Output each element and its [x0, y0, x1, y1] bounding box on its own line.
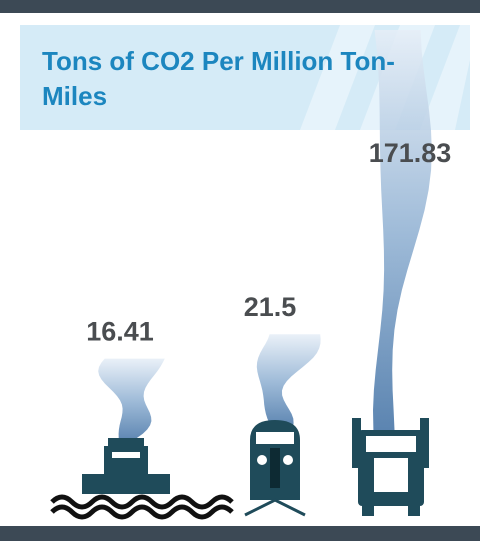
truck-icon — [352, 418, 429, 516]
smoke-plume — [98, 359, 165, 442]
bottom-bar — [0, 526, 480, 541]
barge-icon — [52, 438, 232, 517]
infographic: 16.41 21.5 171.83 Tons of CO2 Per Million … — [0, 0, 480, 541]
chart-title: Tons of CO2 Per Million Ton-Miles — [42, 44, 402, 114]
value-label: 171.83 — [369, 138, 452, 168]
train-icon — [245, 420, 305, 515]
value-label: 21.5 — [244, 292, 297, 322]
top-bar — [0, 0, 480, 13]
smoke-plume — [257, 334, 321, 428]
value-label: 16.41 — [86, 317, 154, 347]
